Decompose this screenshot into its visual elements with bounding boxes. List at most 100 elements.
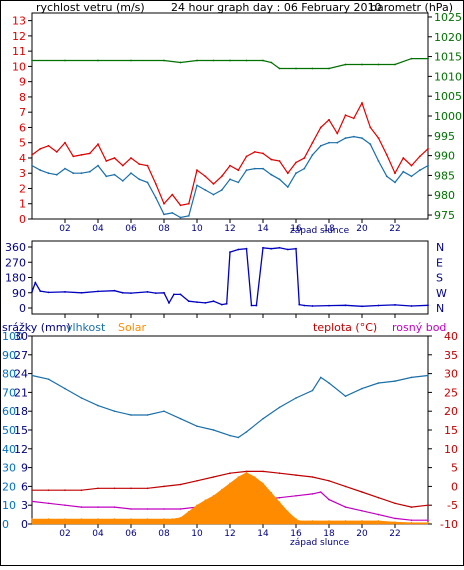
temp-tick-label: 35 bbox=[444, 349, 458, 362]
weather-x-tick-label: 18 bbox=[323, 529, 335, 539]
humidity-data-point bbox=[394, 380, 396, 382]
direction-series-line bbox=[31, 247, 429, 307]
weather-x-tick-label: 02 bbox=[59, 529, 70, 539]
temp-tick-label: 25 bbox=[444, 386, 458, 399]
wind-data-point bbox=[270, 158, 273, 161]
wind-data-point bbox=[105, 160, 108, 162]
gust-data-point bbox=[97, 164, 99, 167]
dew-data-point bbox=[47, 502, 50, 505]
weather-x-tick-label: 20 bbox=[356, 529, 368, 539]
solar-data-point bbox=[295, 518, 297, 520]
weather-x-tick-label: 16 bbox=[290, 529, 302, 539]
direction-data-point bbox=[163, 291, 165, 294]
direction-data-point bbox=[80, 291, 83, 294]
direction-data-point bbox=[64, 291, 66, 293]
dew-data-point bbox=[64, 504, 66, 507]
wind-data-point bbox=[146, 164, 149, 167]
dew-data-point bbox=[163, 508, 165, 510]
direction-data-point bbox=[394, 304, 396, 306]
temp-data-point bbox=[361, 491, 363, 493]
wind-data-point bbox=[253, 151, 256, 153]
baro-tick-label: 990 bbox=[434, 150, 455, 163]
wind-data-point bbox=[352, 117, 355, 120]
wind-data-point bbox=[262, 152, 264, 155]
solar-data-point bbox=[179, 516, 182, 519]
gust-data-point bbox=[105, 175, 108, 178]
humidity-data-point bbox=[262, 417, 264, 420]
solar-data-point bbox=[171, 518, 174, 520]
wind-data-point bbox=[361, 102, 363, 104]
baro-series-line bbox=[32, 58, 428, 70]
wind-panel-grid bbox=[28, 16, 432, 223]
barometer-axis-label: barometr (hPa) bbox=[370, 1, 453, 14]
baro-data-point bbox=[64, 59, 66, 62]
temp-data-point bbox=[130, 487, 132, 490]
temp-data-point bbox=[245, 470, 248, 473]
baro-data-point bbox=[311, 67, 314, 70]
dew-data-point bbox=[295, 495, 297, 497]
gust-data-point bbox=[31, 164, 33, 167]
gust-data-point bbox=[229, 178, 231, 181]
direction-data-point bbox=[97, 290, 99, 293]
gust-data-point bbox=[295, 172, 297, 175]
dew-data-point bbox=[146, 508, 149, 510]
solar-data-point bbox=[278, 501, 281, 503]
direction-data-point bbox=[34, 281, 37, 284]
gust-data-point bbox=[377, 160, 380, 162]
wind-tick-label: 1 bbox=[19, 198, 26, 211]
humidity-data-point bbox=[427, 374, 429, 377]
wind-data-point bbox=[286, 172, 289, 175]
wind-tick-label: 3 bbox=[19, 167, 26, 180]
wind-x-tick-label: 08 bbox=[158, 224, 170, 234]
humidity-data-point bbox=[113, 410, 116, 413]
gust-data-point bbox=[220, 189, 223, 191]
direction-data-point bbox=[262, 246, 264, 249]
temp-tick-label: 0 bbox=[451, 480, 458, 493]
rain-tick-label: 18 bbox=[14, 405, 28, 418]
temp-tick-label: 20 bbox=[444, 405, 458, 418]
direction-data-point bbox=[179, 293, 182, 296]
wind-data-point bbox=[113, 157, 116, 159]
direction-data-point bbox=[212, 300, 215, 303]
rain-tick-label: 27 bbox=[14, 349, 28, 362]
rain-tick-label: 24 bbox=[14, 368, 28, 381]
gust-data-point bbox=[187, 215, 190, 217]
humidity-data-point bbox=[229, 434, 231, 437]
temp-data-point bbox=[394, 502, 396, 505]
humidity-data-point bbox=[311, 389, 314, 392]
rain-tick-label: 0 bbox=[21, 518, 28, 531]
wind-data-point bbox=[336, 132, 339, 135]
solar-data-point bbox=[237, 476, 240, 478]
temp-data-point bbox=[410, 506, 413, 508]
rain-tick-label: 30 bbox=[14, 330, 28, 343]
direction-data-point bbox=[113, 289, 116, 292]
gust-data-point bbox=[303, 167, 306, 170]
humidity-data-point bbox=[278, 406, 281, 409]
direction-data-point bbox=[255, 304, 258, 307]
baro-data-point bbox=[31, 59, 33, 62]
wind-data-point bbox=[344, 114, 347, 117]
direction-data-point bbox=[311, 305, 314, 307]
wind-tick-label: 8 bbox=[19, 91, 26, 104]
wind-x-tick-label: 10 bbox=[191, 224, 203, 234]
temp-data-point bbox=[47, 489, 50, 492]
compass-tick-label: N bbox=[436, 302, 444, 315]
wind-data-point bbox=[418, 155, 421, 158]
direction-panel-grid bbox=[28, 246, 396, 318]
wind-x-tick-label: 14 bbox=[257, 224, 269, 234]
humidity-data-point bbox=[163, 410, 165, 413]
baro-data-point bbox=[97, 59, 99, 62]
temp-data-point bbox=[64, 489, 66, 492]
dew-data-point bbox=[344, 506, 347, 508]
solar-data-point bbox=[212, 495, 215, 497]
gust-data-point bbox=[311, 154, 314, 156]
wind-data-point bbox=[369, 126, 372, 129]
dew-data-point bbox=[328, 498, 330, 501]
gust-data-point bbox=[369, 143, 372, 146]
humidity-data-point bbox=[295, 397, 297, 399]
wind-data-point bbox=[97, 143, 99, 146]
